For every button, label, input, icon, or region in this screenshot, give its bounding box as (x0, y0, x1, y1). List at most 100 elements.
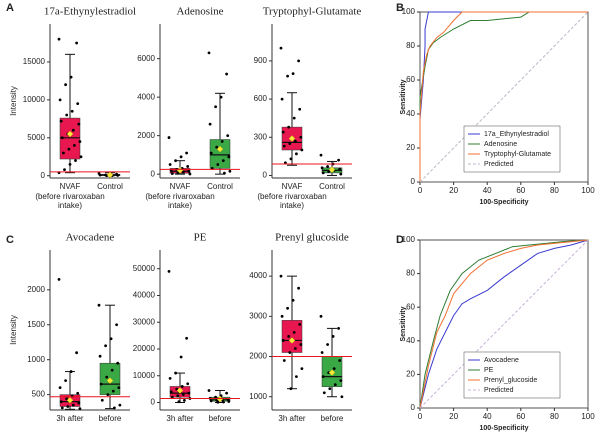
y-axis-label: Intensity (9, 315, 18, 345)
x-tick-note: intake) (280, 201, 304, 210)
data-point (169, 390, 173, 394)
x-axis-label: 100-Specificity (479, 425, 528, 432)
data-point (177, 400, 181, 404)
x-tick-label: NVAF (282, 182, 303, 191)
y-tick-label: 10000 (133, 371, 156, 380)
data-point (179, 155, 183, 159)
data-point (98, 173, 102, 177)
x-tick-label: 40 (483, 412, 492, 421)
panel-label: B (396, 2, 404, 14)
data-point (321, 375, 325, 379)
data-point (65, 397, 69, 401)
data-point (280, 97, 284, 101)
data-point (209, 399, 213, 403)
panel-label: D (396, 234, 404, 246)
y-tick-label: 1000 (27, 355, 45, 364)
x-tick-label: NVAF (60, 182, 81, 191)
y-tick-label: 0 (151, 398, 156, 407)
y-tick-label: 4000 (137, 92, 155, 101)
y-tick-label: 40 (406, 336, 415, 345)
chart-title: 17a-Ethynylestradiol (44, 6, 136, 18)
data-point (58, 98, 62, 102)
plot-frame (419, 239, 589, 409)
data-point (57, 37, 61, 41)
x-tick-label: 0 (418, 186, 423, 195)
data-point (327, 371, 331, 375)
roc-curve (419, 239, 589, 409)
data-point (170, 395, 174, 399)
data-point (187, 169, 191, 173)
x-tick-note: intake) (58, 201, 82, 210)
data-point (286, 74, 289, 78)
data-point (99, 382, 103, 386)
y-axis-label: Sensitivity (400, 306, 407, 341)
data-point (168, 163, 172, 166)
y-tick-label: 10000 (23, 95, 46, 104)
mean-marker (288, 135, 296, 142)
box (59, 117, 81, 160)
data-point (66, 405, 70, 408)
data-point (326, 343, 329, 346)
data-point (118, 403, 122, 407)
data-point (220, 140, 224, 143)
x-axis-label: 100-Specificity (479, 199, 528, 206)
legend-label: Adenosine (484, 141, 517, 148)
data-point (116, 173, 120, 177)
x-tick-label: 80 (550, 412, 559, 421)
y-tick-label: 60 (406, 75, 415, 84)
data-point (293, 347, 297, 350)
chart-title: Avocadene (66, 232, 115, 244)
y-tick-label: 20 (406, 370, 415, 379)
y-tick-label: 0 (411, 403, 416, 412)
data-point (292, 331, 296, 334)
data-point (186, 382, 190, 386)
x-tick-label: 40 (483, 186, 492, 195)
data-point (321, 171, 325, 175)
data-point (221, 400, 225, 404)
y-tick-label: 300 (254, 132, 268, 141)
chart-title: Tryptophyl-Glutamate (263, 6, 362, 18)
data-point (223, 171, 226, 175)
chart-title: PE (194, 232, 207, 244)
data-point (339, 172, 343, 176)
data-point (297, 286, 300, 290)
mean-marker (328, 369, 336, 376)
data-point (281, 339, 285, 342)
data-point (180, 385, 184, 388)
data-point (228, 169, 232, 173)
data-point (300, 367, 304, 370)
data-point (215, 145, 219, 149)
data-point (298, 107, 302, 111)
data-point (117, 386, 121, 390)
data-point (281, 130, 285, 134)
x-tick-label: 60 (516, 186, 525, 195)
data-point (111, 389, 115, 393)
data-point (279, 46, 283, 50)
x-tick-note: (before rivaroxaban (35, 192, 104, 201)
data-point (176, 171, 180, 175)
y-tick-label: 0 (41, 171, 46, 180)
data-point (291, 298, 295, 302)
y-tick-label: 600 (254, 94, 268, 103)
data-point (174, 159, 178, 163)
mean-marker (288, 337, 296, 344)
data-point (100, 398, 104, 402)
data-point (105, 375, 109, 379)
roc-curve (419, 239, 589, 409)
data-point (185, 151, 189, 155)
data-point (320, 166, 324, 170)
data-point (76, 391, 80, 395)
x-tick-label: 100 (581, 412, 595, 421)
data-point (319, 314, 323, 318)
roc-curve (419, 11, 588, 182)
data-point (320, 351, 324, 354)
data-point (280, 314, 284, 318)
roc-curve (419, 239, 589, 409)
data-point (60, 406, 64, 410)
data-point (57, 277, 61, 281)
data-point (78, 140, 82, 143)
data-point (225, 391, 229, 395)
data-point (67, 147, 71, 151)
data-point (168, 377, 172, 380)
